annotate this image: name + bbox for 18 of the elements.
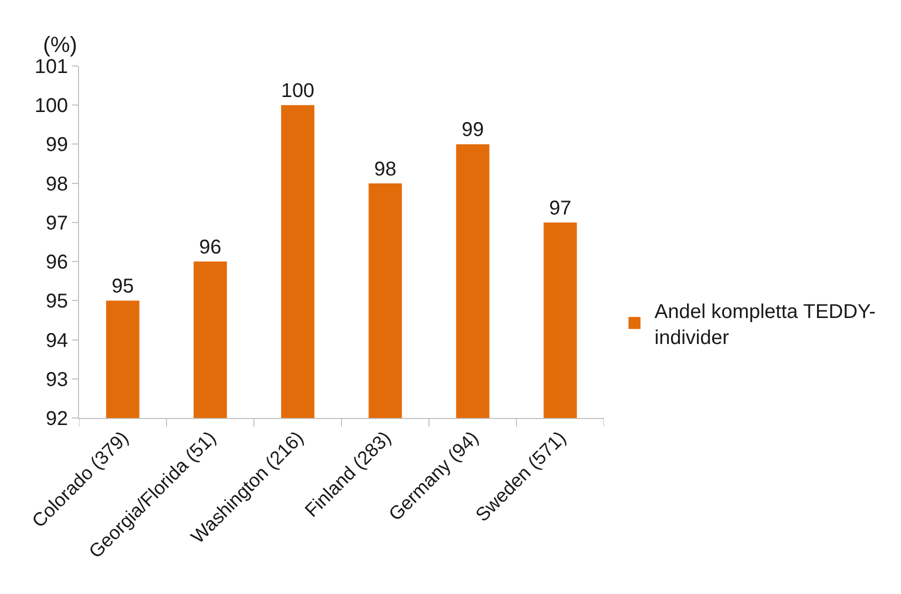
legend-label: Andel kompletta TEDDY-individer [654, 300, 876, 349]
data-label: 97 [549, 197, 572, 220]
y-tick-label: 100 [34, 95, 68, 118]
y-tick-label: 99 [46, 134, 68, 156]
y-tick-label: 92 [46, 408, 68, 430]
data-label: 95 [112, 276, 134, 298]
y-tick-label: 97 [46, 212, 68, 234]
data-label: 98 [374, 158, 396, 180]
y-tick-label: 93 [46, 368, 68, 391]
y-tick-label: 98 [46, 173, 68, 196]
data-label: 100 [281, 80, 314, 102]
y-tick-label: 96 [46, 252, 68, 274]
y-axis-title: (%) [43, 32, 78, 57]
y-tick-label: 95 [46, 290, 68, 313]
data-label: 99 [462, 119, 484, 142]
data-label: 96 [199, 236, 222, 259]
y-tick-label: 94 [46, 330, 68, 352]
y-tick-label: 101 [34, 56, 68, 78]
